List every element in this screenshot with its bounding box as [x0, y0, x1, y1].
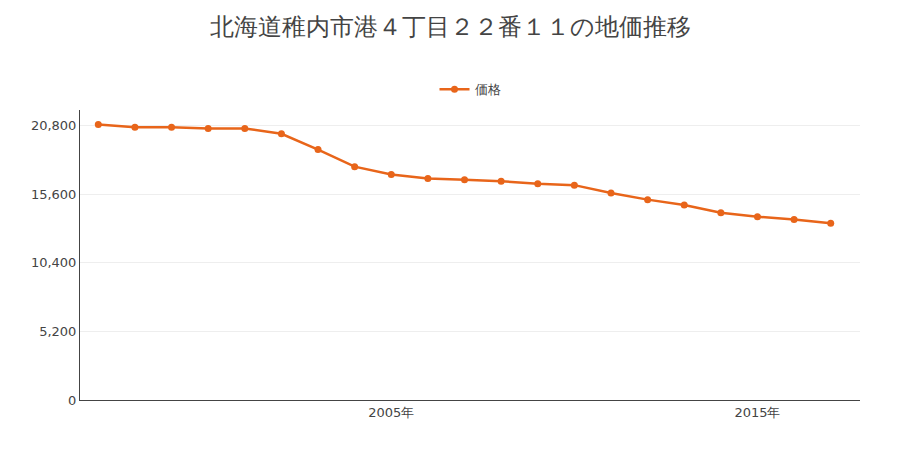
svg-text:20,800: 20,800: [31, 118, 77, 133]
svg-text:2015年: 2015年: [734, 405, 780, 420]
svg-text:0: 0: [68, 393, 76, 408]
svg-text:5,200: 5,200: [39, 324, 76, 339]
svg-text:北海道稚内市港４丁目２２番１１の地価推移: 北海道稚内市港４丁目２２番１１の地価推移: [210, 13, 691, 41]
svg-text:15,600: 15,600: [31, 187, 77, 202]
svg-text:10,400: 10,400: [31, 255, 77, 270]
svg-text:価格: 価格: [475, 82, 501, 97]
svg-text:2005年: 2005年: [368, 405, 414, 420]
